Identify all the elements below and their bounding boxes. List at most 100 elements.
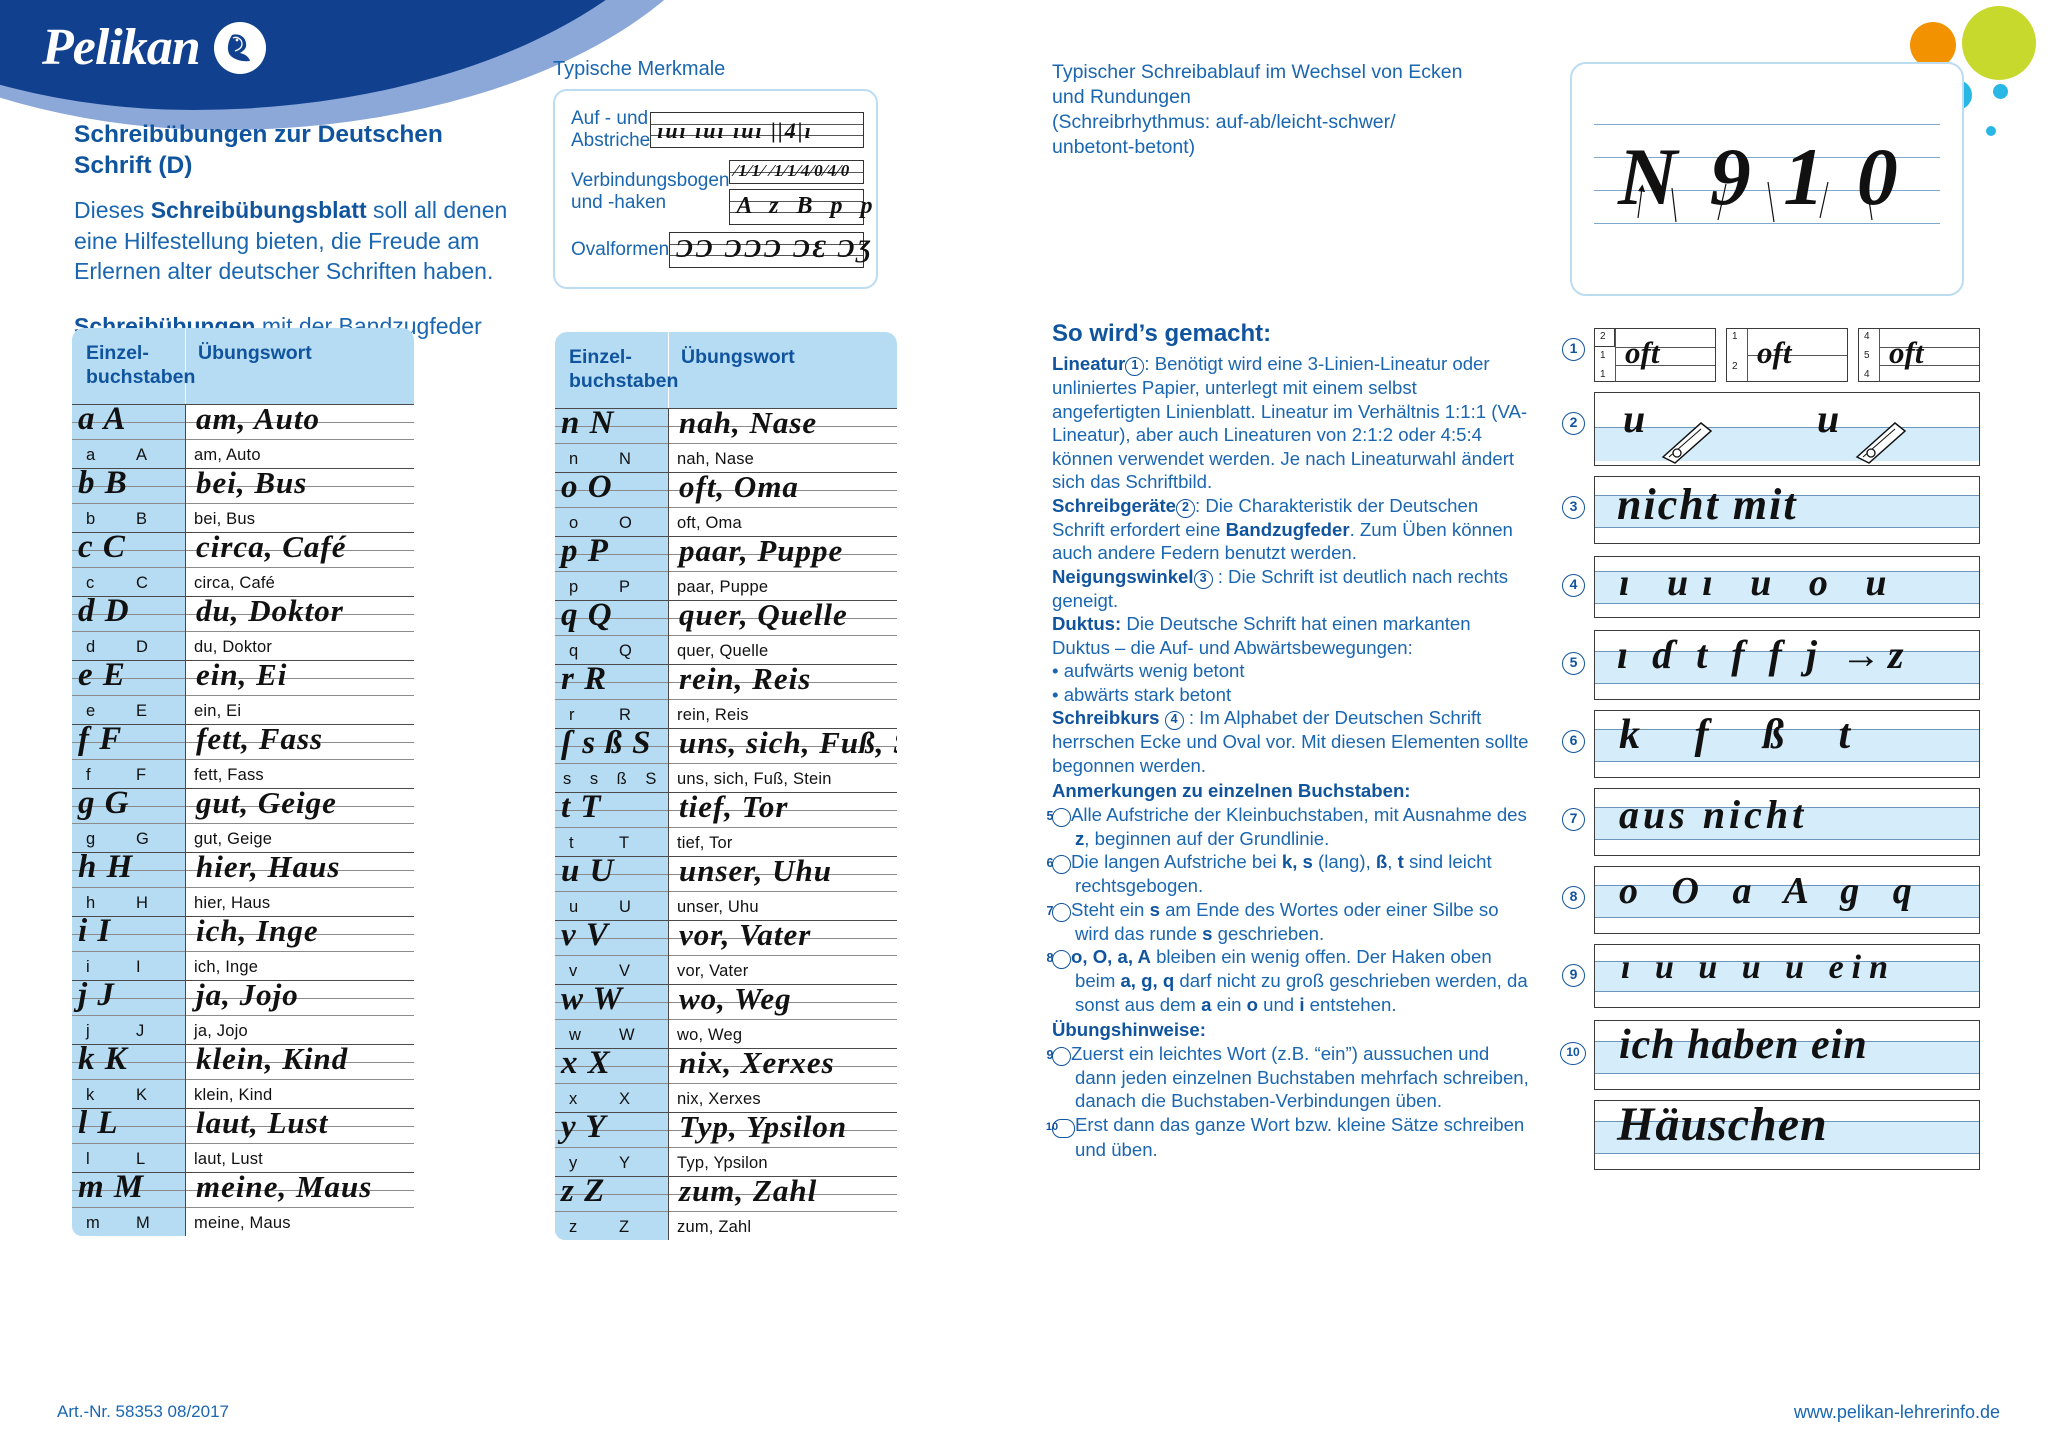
table-right-header: Einzel- buchstaben Übungswort xyxy=(555,332,897,408)
step-1b-mark-0: 1 xyxy=(1732,331,1738,342)
step-7-rule-2 xyxy=(1595,839,1979,840)
row-word-cell: wo, Weg wo, Weg xyxy=(669,981,897,1048)
row-plain-word: oft, Oma xyxy=(677,513,742,532)
step-4-band xyxy=(1595,571,1979,603)
winkel-text: : Die Schrift ist deutlich nach rechts g… xyxy=(1052,565,1509,611)
lineatur-label: Lineatur xyxy=(1052,353,1126,374)
step-7-glyphs: aus nicht xyxy=(1619,792,1808,837)
row-uppercase-label: V xyxy=(619,961,631,980)
row-letters-cell: o O o O xyxy=(555,469,669,536)
table-right-col1-header: Einzel- buchstaben xyxy=(555,332,678,408)
letter-rule-2 xyxy=(72,758,185,760)
letter-rule-2 xyxy=(555,826,668,828)
row-script-letters: j J xyxy=(78,976,115,1013)
merkmale-section: Typische Merkmale Auf - und Abstriche ıu… xyxy=(553,58,983,289)
note-8-text5: und xyxy=(1257,993,1300,1015)
row-script-word: am, Auto xyxy=(196,400,320,436)
intro-paragraph: Dieses Schreibübungsblatt soll all denen… xyxy=(74,195,524,287)
note-6-bold3: t xyxy=(1397,851,1404,873)
row-plain-word: hier, Haus xyxy=(194,893,271,912)
geraete-text-1: : Die Charakteristik der Deutschen Schri… xyxy=(1052,494,1479,540)
row-letters-cell: c C c C xyxy=(72,529,186,596)
row-uppercase-label: F xyxy=(136,765,147,784)
step-10-rule-2 xyxy=(1595,1073,1979,1074)
word-rule-2 xyxy=(669,506,897,508)
nib-pen-icon-right xyxy=(1855,422,1907,464)
step-7-box: aus nicht xyxy=(1594,788,1980,856)
row-word-cell: du, Doktor du, Doktor xyxy=(186,593,414,660)
row-plain-word: ja, Jojo xyxy=(194,1021,248,1040)
note-5-bold: z xyxy=(1075,827,1085,849)
dot-cyan-small xyxy=(1993,84,2008,99)
step-9-number: 9 xyxy=(1562,964,1585,987)
step-3-box: nicht mit xyxy=(1594,476,1980,544)
row-lowercase-label: e xyxy=(86,701,96,720)
duktus-bullet-2: • abwärts stark betont xyxy=(1052,683,1232,705)
merkmale-specimen-1: ⁄1⁄1⁄ ⁄1⁄1⁄4⁄0⁄4⁄0 A z B p p xyxy=(729,159,873,225)
row-script-letters: g G xyxy=(78,784,130,821)
intro-bold: Schreibübungsblatt xyxy=(150,197,367,224)
row-plain-word: gut, Geige xyxy=(194,829,273,848)
step-7: 7 aus nicht xyxy=(1562,786,1982,864)
note-6-text: Die langen Aufstriche bei xyxy=(1071,851,1282,873)
step-1c-divider xyxy=(1879,329,1880,381)
letter-rule-1 xyxy=(555,425,668,427)
step-1-number: 1 xyxy=(1562,338,1585,361)
step-10-glyphs: ich haben ein xyxy=(1619,1022,1868,1068)
row-script-letters: r R xyxy=(561,660,608,697)
row-uppercase-label: H xyxy=(136,893,149,912)
step-8-band xyxy=(1595,885,1979,917)
row-uppercase-label: N xyxy=(619,449,632,468)
letter-rule-2 xyxy=(555,506,668,508)
duktus-bullet-1: • aufwärts wenig betont xyxy=(1052,660,1245,682)
rhythm-line-3: (Schreibrhythmus: auf-ab/leicht-schwer/ xyxy=(1052,110,1396,133)
note-8-text2: bleiben ein wenig offen. Der Haken oben … xyxy=(1075,946,1492,992)
row-uppercase-label: C xyxy=(136,573,149,592)
row-plain-word: circa, Café xyxy=(194,573,276,592)
merkmale-glyphs-1b: A z B p p xyxy=(736,192,879,219)
row-script-word: du, Doktor xyxy=(196,592,344,628)
merkmale-card: Auf - und Abstriche ıuı ıuı ıuı ||4|ı Ve… xyxy=(553,89,878,289)
letter-rule-1 xyxy=(555,1129,668,1131)
step-2: 2 u u xyxy=(1562,388,1982,474)
letter-rule-1 xyxy=(555,809,668,811)
row-lowercase-label: x xyxy=(569,1089,578,1108)
table-row: d D d D du, Doktor du, Doktor xyxy=(72,593,414,660)
letter-rule-2 xyxy=(72,1078,185,1080)
rhythm-demo-glyphs: N 9 1 0 xyxy=(1618,131,1904,222)
row-plain-word: bei, Bus xyxy=(194,509,256,528)
letter-rule-2 xyxy=(555,762,668,764)
step-6: 6 k f ß t xyxy=(1562,708,1982,786)
row-uppercase-label: B xyxy=(136,509,148,528)
row-plain-word: du, Doktor xyxy=(194,637,273,656)
word-rule-1 xyxy=(186,1125,414,1127)
row-uppercase-label: Y xyxy=(619,1153,631,1172)
word-rule-2 xyxy=(669,442,897,444)
letter-rule-2 xyxy=(555,698,668,700)
duktus-paragraph: Duktus: Die Deutsche Schrift hat einen m… xyxy=(1052,612,1530,659)
row-lowercase-label: l xyxy=(86,1149,90,1168)
row-letters-cell: d D d D xyxy=(72,593,186,660)
anmerkungen-heading: Anmerkungen zu einzelnen Buchstaben: xyxy=(1052,779,1530,803)
website-link[interactable]: www.pelikan-lehrerinfo.de xyxy=(1793,1402,2000,1422)
word-rule-1 xyxy=(669,745,897,747)
step-4: 4 ı uı u o u xyxy=(1562,554,1982,628)
letter-rule-1 xyxy=(72,805,185,807)
step-5-band xyxy=(1595,651,1979,683)
step-10-band xyxy=(1595,1041,1979,1073)
step-1c-word: oft xyxy=(1889,335,1924,370)
note-5-number: 5 xyxy=(1047,807,1071,827)
row-lowercase-label: j xyxy=(86,1021,90,1040)
step-5-rule-1 xyxy=(1595,651,1979,652)
row-plain-word: klein, Kind xyxy=(194,1085,273,1104)
merkmale-glyphs-0: ıuı ıuı ıuı ||4|ı xyxy=(657,118,813,144)
row-script-word: oft, Oma xyxy=(679,468,799,504)
word-rule-2 xyxy=(186,758,414,760)
step-6-rule-1 xyxy=(1595,729,1979,730)
row-lowercase-label: b xyxy=(86,509,96,528)
step-1-box-b: 1 2 oft xyxy=(1726,328,1848,382)
